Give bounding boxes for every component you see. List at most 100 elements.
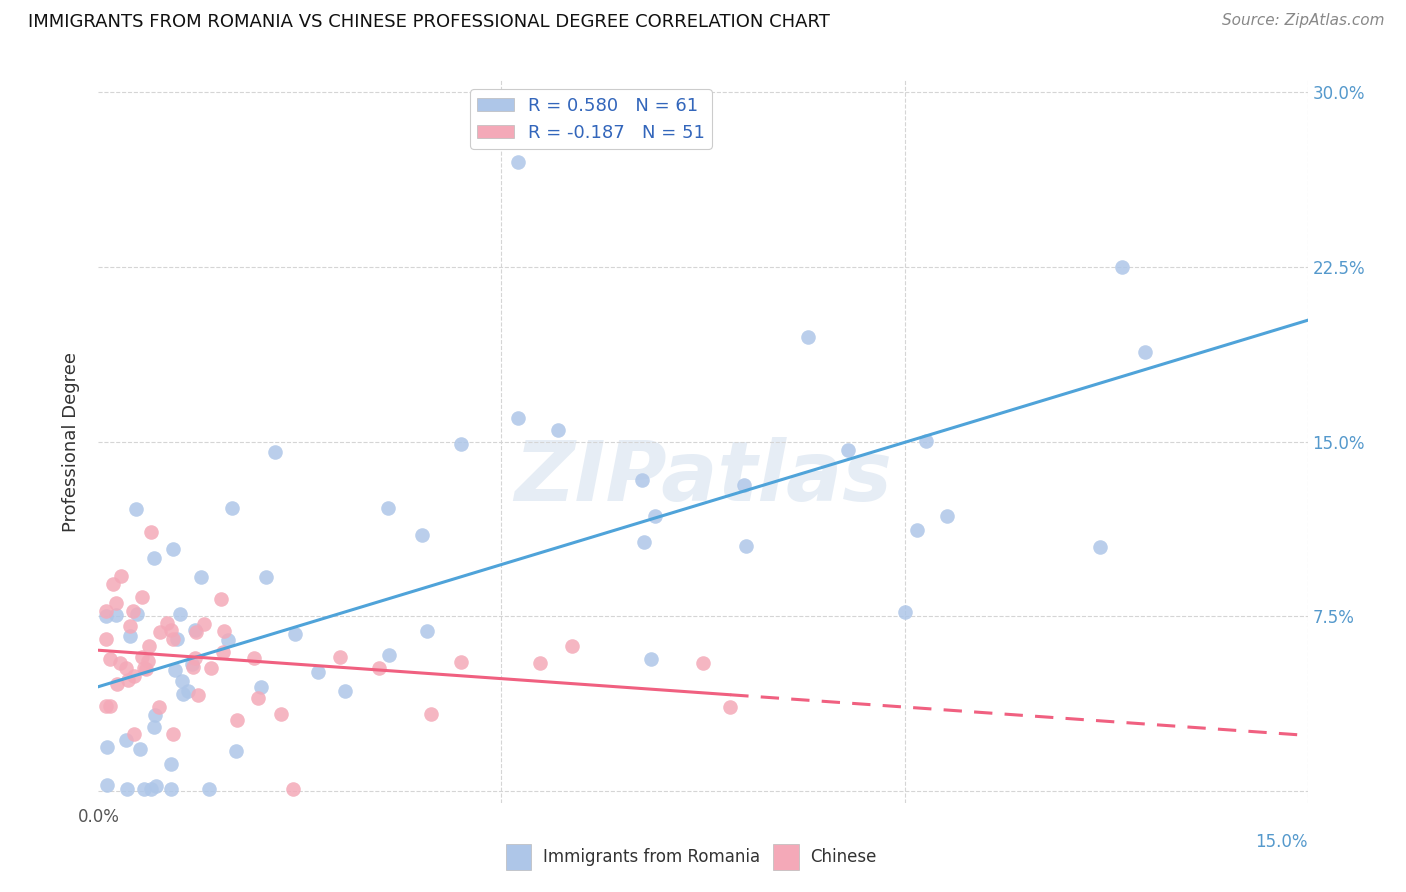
Point: [98, 652, 121, 666]
Point: [225, 744, 247, 758]
Text: Source: ZipAtlas.com: Source: ZipAtlas.com: [1222, 13, 1385, 29]
Text: IMMIGRANTS FROM ROMANIA VS CHINESE PROFESSIONAL DEGREE CORRELATION CHART: IMMIGRANTS FROM ROMANIA VS CHINESE PROFE…: [28, 13, 830, 31]
Point: [172, 687, 194, 701]
Point: [169, 607, 191, 622]
Point: [96, 608, 118, 623]
Text: Chinese: Chinese: [810, 848, 876, 866]
Point: [561, 639, 583, 653]
Point: [333, 684, 356, 698]
Point: [172, 674, 194, 689]
Point: [212, 624, 235, 638]
Point: [138, 653, 160, 667]
Point: [640, 652, 662, 666]
Point: [692, 656, 714, 670]
Point: [733, 478, 755, 492]
Text: ZIPatlas: ZIPatlas: [515, 437, 891, 518]
Point: [107, 676, 129, 690]
Point: [270, 707, 292, 722]
Point: [225, 714, 247, 728]
Point: [935, 509, 957, 524]
Point: [142, 551, 165, 566]
Point: [529, 656, 551, 670]
Point: [96, 698, 118, 713]
Point: [181, 660, 204, 674]
Text: 15.0%: 15.0%: [1256, 833, 1308, 851]
Point: [644, 509, 666, 524]
Point: [132, 781, 155, 796]
Point: [145, 779, 167, 793]
Point: [96, 778, 118, 792]
Point: [221, 501, 243, 516]
Point: [209, 591, 232, 606]
Point: [1135, 345, 1157, 359]
Point: [718, 700, 741, 714]
Point: [187, 688, 209, 702]
Point: [190, 569, 212, 583]
Text: Immigrants from Romania: Immigrants from Romania: [543, 848, 759, 866]
Point: [135, 662, 157, 676]
Point: [148, 700, 170, 714]
Point: [105, 596, 128, 610]
Point: [108, 656, 131, 670]
Point: [117, 673, 139, 687]
Point: [103, 577, 125, 591]
Point: [243, 651, 266, 665]
Point: [96, 632, 118, 646]
Point: [163, 663, 186, 677]
Point: [138, 639, 160, 653]
Point: [284, 626, 307, 640]
Point: [160, 757, 183, 772]
Point: [184, 650, 207, 665]
Point: [162, 632, 184, 647]
Point: [250, 680, 273, 694]
Point: [264, 445, 287, 459]
Point: [307, 665, 329, 680]
Point: [96, 740, 118, 755]
Point: [377, 501, 399, 516]
Point: [149, 624, 172, 639]
Point: [212, 645, 235, 659]
Point: [378, 648, 401, 663]
Point: [139, 525, 162, 540]
Point: [118, 618, 141, 632]
Point: [181, 657, 204, 671]
Point: [547, 423, 569, 437]
Point: [915, 434, 938, 449]
Point: [143, 720, 166, 734]
Point: [177, 684, 200, 698]
Point: [131, 590, 153, 604]
Point: [156, 615, 179, 630]
Point: [633, 534, 655, 549]
Point: [121, 604, 143, 618]
Point: [368, 661, 391, 675]
Point: [122, 727, 145, 741]
Point: [162, 542, 184, 557]
Point: [631, 473, 654, 487]
Point: [281, 781, 304, 796]
Point: [198, 781, 221, 796]
Point: [183, 623, 205, 637]
Point: [506, 154, 529, 169]
Point: [128, 741, 150, 756]
Point: [131, 649, 153, 664]
Point: [160, 624, 183, 638]
Point: [419, 706, 441, 721]
Point: [329, 650, 352, 665]
Point: [96, 604, 118, 618]
Point: [450, 437, 472, 451]
Y-axis label: Professional Degree: Professional Degree: [62, 351, 80, 532]
Point: [104, 608, 127, 623]
Point: [115, 661, 138, 675]
Point: [166, 632, 188, 646]
Point: [246, 691, 269, 706]
Point: [905, 523, 928, 537]
Point: [416, 624, 439, 638]
Point: [1088, 540, 1111, 554]
Point: [254, 569, 277, 583]
Point: [217, 632, 239, 647]
Point: [450, 655, 472, 669]
Point: [797, 329, 820, 343]
Point: [162, 727, 184, 741]
Point: [125, 502, 148, 516]
Point: [132, 661, 155, 675]
